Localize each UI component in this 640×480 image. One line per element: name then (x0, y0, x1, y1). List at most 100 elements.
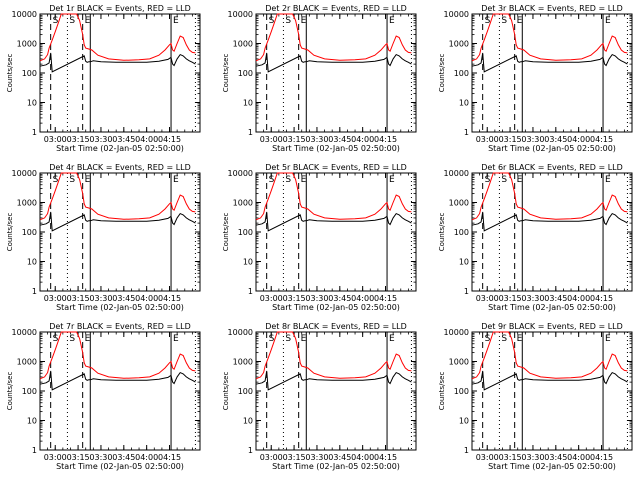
interval-marker-label: S (501, 16, 507, 26)
x-axis-label: Start Time (02-Jan-05 02:50:00) (488, 303, 616, 312)
x-tick-label: 03:00 (44, 135, 67, 144)
x-tick-label: 03:45 (544, 135, 567, 144)
y-tick-label: 1 (464, 128, 469, 137)
y-axis-label: Counts/sec (222, 213, 230, 252)
interval-marker-label: S (69, 175, 75, 185)
lld-series-line (471, 331, 628, 380)
y-tick-label: 10000 (12, 328, 37, 337)
y-tick-label: 100 (238, 387, 253, 396)
x-tick-label: 04:00 (351, 135, 374, 144)
lld-series-line (471, 172, 628, 221)
x-tick-label: 03:30 (305, 294, 328, 303)
interval-marker-label: E (173, 334, 179, 344)
interval-marker-label: S (485, 175, 491, 185)
interval-marker-label: E (517, 334, 523, 344)
detector-panel-9: 1 10 100 1000 10000 03:00 03:15 03:30 03:45 04:00… (438, 322, 633, 471)
x-tick-label: 04:15 (590, 453, 613, 462)
detector-panel-3: 1 10 100 1000 10000 03:00 03:15 03:30 03:45 04:00… (438, 4, 633, 153)
x-axis-label: Start Time (02-Jan-05 02:50:00) (488, 462, 616, 471)
y-axis-label: Counts/sec (438, 54, 446, 93)
x-tick-label: 04:00 (351, 294, 374, 303)
y-tick-label: 10 (459, 258, 469, 267)
y-tick-label: 10000 (444, 169, 469, 178)
plot-frame (39, 331, 201, 451)
x-tick-label: 04:00 (135, 135, 158, 144)
x-tick-label: 03:15 (283, 453, 306, 462)
panel-title: Det 8r BLACK = Events, RED = LLD (265, 322, 407, 331)
events-series-line (39, 211, 196, 232)
x-tick-label: 03:30 (89, 453, 112, 462)
y-tick-label: 10 (459, 99, 469, 108)
y-tick-label: 100 (454, 228, 469, 237)
y-axis-label: Counts/sec (438, 372, 446, 411)
y-tick-label: 1000 (449, 358, 469, 367)
interval-marker-label: E (173, 16, 179, 26)
panel-title: Det 9r BLACK = Events, RED = LLD (481, 322, 623, 331)
y-tick-label: 1 (32, 287, 37, 296)
lld-series-line (255, 331, 412, 380)
x-tick-label: 04:00 (135, 294, 158, 303)
x-tick-label: 03:30 (305, 135, 328, 144)
y-tick-label: 10 (459, 417, 469, 426)
y-tick-label: 100 (454, 387, 469, 396)
y-axis-label: Counts/sec (6, 213, 14, 252)
plot-frame (471, 172, 633, 292)
panel-title: Det 1r BLACK = Events, RED = LLD (49, 4, 191, 13)
panel-title: Det 4r BLACK = Events, RED = LLD (49, 163, 191, 172)
panel-title: Det 3r BLACK = Events, RED = LLD (481, 4, 623, 13)
y-tick-label: 10000 (228, 328, 253, 337)
y-tick-label: 100 (238, 228, 253, 237)
y-tick-label: 1000 (17, 40, 37, 49)
x-tick-label: 03:30 (521, 294, 544, 303)
y-tick-label: 1 (464, 287, 469, 296)
lld-series-line (39, 331, 196, 380)
x-tick-label: 03:15 (499, 453, 522, 462)
y-axis-label: Counts/sec (6, 372, 14, 411)
x-tick-label: 03:30 (521, 453, 544, 462)
y-tick-label: 10000 (228, 10, 253, 19)
interval-marker-label: E (605, 334, 611, 344)
x-axis-label: Start Time (02-Jan-05 02:50:00) (272, 144, 400, 153)
events-series-line (471, 370, 628, 391)
x-tick-label: 03:00 (476, 294, 499, 303)
interval-marker-label: S (53, 16, 59, 26)
detector-panel-1: 1 10 100 1000 10000 03:00 03:15 03:30 03:45 04:00… (6, 4, 201, 153)
x-tick-label: 04:00 (567, 453, 590, 462)
x-tick-label: 03:45 (112, 135, 135, 144)
x-axis-label: Start Time (02-Jan-05 02:50:00) (272, 303, 400, 312)
x-tick-label: 03:45 (328, 294, 351, 303)
y-tick-label: 1000 (233, 40, 253, 49)
y-tick-label: 10000 (12, 10, 37, 19)
y-axis-label: Counts/sec (222, 372, 230, 411)
interval-marker-label: S (285, 175, 291, 185)
y-tick-label: 1000 (449, 199, 469, 208)
lld-series-line (39, 172, 196, 221)
x-tick-label: 04:15 (158, 294, 181, 303)
x-tick-label: 04:00 (567, 135, 590, 144)
y-tick-label: 10 (27, 99, 37, 108)
x-tick-label: 03:15 (283, 294, 306, 303)
interval-marker-label: S (53, 334, 59, 344)
interval-marker-label: S (53, 175, 59, 185)
x-tick-label: 04:15 (158, 135, 181, 144)
x-tick-label: 03:30 (305, 453, 328, 462)
interval-marker-label: E (301, 334, 307, 344)
detector-panel-6: 1 10 100 1000 10000 03:00 03:15 03:30 03:45 04:00… (438, 163, 633, 312)
interval-marker-label: E (605, 16, 611, 26)
interval-marker-label: S (485, 16, 491, 26)
interval-marker-label: E (517, 175, 523, 185)
lld-series-line (39, 13, 196, 62)
y-tick-label: 1 (32, 446, 37, 455)
x-tick-label: 03:30 (521, 135, 544, 144)
events-series-line (39, 52, 196, 73)
interval-marker-label: S (501, 175, 507, 185)
detector-panel-7: 1 10 100 1000 10000 03:00 03:15 03:30 03:45 04:00… (6, 322, 201, 471)
panel-title: Det 7r BLACK = Events, RED = LLD (49, 322, 191, 331)
interval-marker-label: S (501, 334, 507, 344)
interval-marker-label: E (517, 16, 523, 26)
lld-series-line (255, 13, 412, 62)
x-tick-label: 03:30 (89, 135, 112, 144)
interval-marker-label: E (85, 334, 91, 344)
detector-panel-4: 1 10 100 1000 10000 03:00 03:15 03:30 03:45 04:00… (6, 163, 201, 312)
y-tick-label: 10000 (444, 10, 469, 19)
